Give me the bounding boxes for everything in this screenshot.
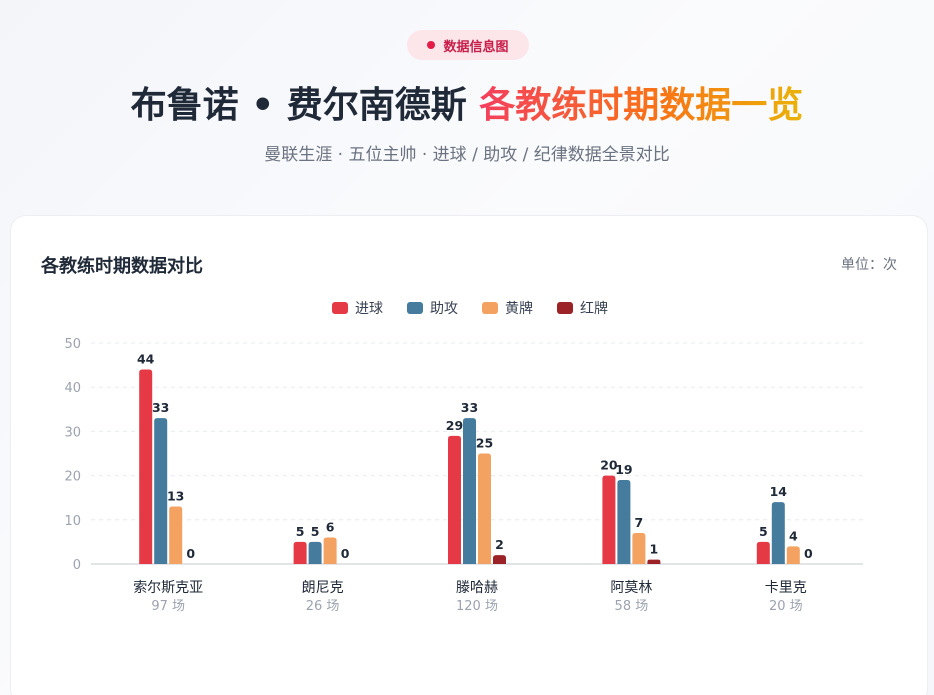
bar-red: [647, 559, 661, 564]
y-tick-label: 20: [64, 470, 81, 485]
bar-assists: [617, 480, 631, 564]
data-label-yellow: 4: [789, 528, 798, 543]
data-label-goals: 5: [759, 524, 768, 539]
legend-label-yellow: 黄牌: [505, 301, 533, 317]
x-category-sublabel: 58 场: [615, 599, 649, 614]
x-category-sublabel: 97 场: [151, 599, 185, 614]
x-category-sublabel: 120 场: [456, 599, 498, 614]
x-category-label: 阿莫林: [610, 580, 652, 596]
data-label-yellow: 7: [635, 515, 644, 530]
data-label-goals: 20: [600, 458, 618, 473]
bar-yellow: [323, 537, 337, 564]
data-label-assists: 19: [615, 462, 632, 477]
legend-label-assists: 助攻: [430, 301, 458, 317]
bar-yellow: [632, 533, 646, 564]
bar-goals: [602, 475, 616, 564]
bar-assists: [308, 541, 322, 564]
bar-yellow: [786, 546, 800, 564]
legend-swatch-red: [557, 302, 573, 314]
data-label-assists: 5: [311, 524, 320, 539]
y-tick-label: 50: [64, 337, 81, 352]
legend-item-goals[interactable]: 进球: [332, 298, 383, 318]
bar-goals: [293, 541, 307, 564]
legend-swatch-goals: [332, 302, 348, 314]
data-label-goals: 44: [137, 352, 155, 367]
chart-card: 各教练时期数据对比 单位：次 进球 助攻 黄牌 红牌 0 10 20 30 40 50 44…: [10, 215, 928, 695]
page-title: 布鲁诺 • 费尔南德斯 各教练时期数据一览: [0, 76, 934, 128]
badge-label: 数据信息图: [443, 39, 509, 55]
unit-label: 单位：次: [841, 257, 897, 273]
bar-yellow: [478, 453, 491, 564]
data-label-assists: 14: [770, 484, 788, 499]
chart-legend: 进球 助攻 黄牌 红牌: [11, 298, 929, 318]
data-label-red: 0: [804, 546, 813, 561]
bar-assists: [463, 418, 476, 564]
data-label-red: 0: [341, 546, 350, 561]
x-category-label: 索尔斯克亚: [133, 579, 203, 596]
x-category-label: 滕哈赫: [456, 580, 498, 596]
data-label-yellow: 6: [326, 519, 335, 534]
info-badge: 数据信息图: [407, 30, 529, 60]
data-label-goals: 5: [296, 524, 305, 539]
bar-assists: [771, 502, 785, 564]
y-tick-label: 30: [64, 425, 81, 440]
page-subtitle: 曼联生涯 · 五位主帅 · 进球 / 助攻 / 纪律数据全景对比: [264, 145, 670, 165]
data-label-red: 2: [495, 537, 504, 552]
legend-swatch-yellow: [482, 302, 498, 314]
y-tick-label: 10: [64, 514, 81, 529]
data-label-assists: 33: [461, 400, 478, 415]
x-category-label: 卡里克: [765, 580, 807, 596]
legend-swatch-assists: [407, 302, 423, 314]
bar-goals: [756, 541, 770, 564]
y-tick-label: 40: [64, 381, 81, 396]
data-label-yellow: 25: [476, 436, 493, 451]
data-label-yellow: 13: [167, 489, 184, 504]
title-highlight: 各教练时期数据一览: [479, 85, 804, 126]
x-category-sublabel: 20 场: [769, 599, 803, 614]
legend-item-assists[interactable]: 助攻: [407, 298, 458, 318]
legend-label-red: 红牌: [580, 301, 608, 317]
data-label-red: 0: [186, 546, 195, 561]
x-category-label: 朗尼克: [302, 580, 344, 596]
data-label-red: 1: [650, 542, 659, 557]
bar-yellow: [169, 506, 183, 564]
badge-dot-icon: [427, 41, 436, 49]
legend-label-goals: 进球: [355, 301, 383, 317]
legend-item-yellow[interactable]: 黄牌: [482, 298, 533, 318]
bar-goals: [448, 435, 461, 564]
bar-red: [493, 555, 506, 564]
card-title: 各教练时期数据对比: [41, 256, 203, 277]
data-label-assists: 33: [152, 400, 169, 415]
data-label-goals: 29: [446, 418, 463, 433]
bar-goals: [139, 369, 153, 564]
legend-item-red[interactable]: 红牌: [557, 298, 608, 318]
x-category-sublabel: 26 场: [306, 599, 340, 614]
bar-assists: [154, 418, 168, 564]
y-tick-label: 0: [73, 558, 81, 573]
title-main: 布鲁诺 • 费尔南德斯: [130, 85, 467, 126]
